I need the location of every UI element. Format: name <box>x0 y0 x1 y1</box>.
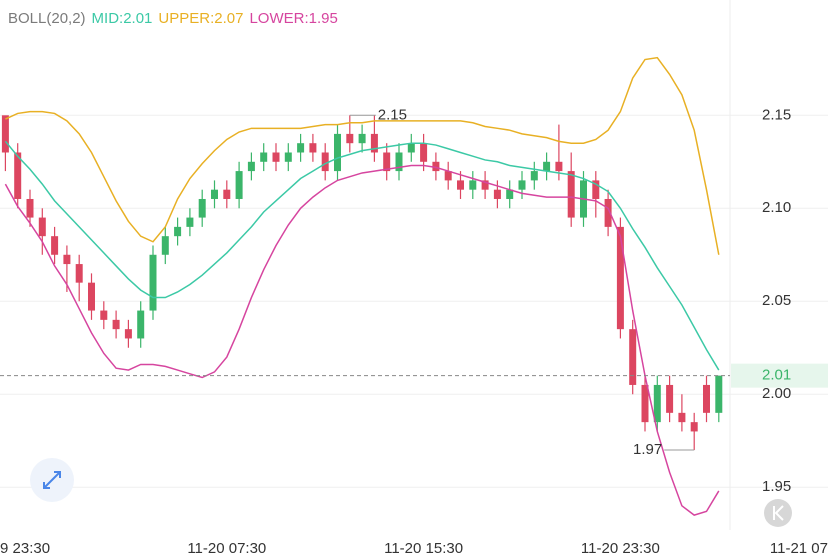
candle-body <box>407 143 415 153</box>
legend-entry: MID:2.01 <box>92 10 153 27</box>
candle-body <box>469 180 477 190</box>
candle-body <box>211 189 218 199</box>
expand-button[interactable] <box>30 458 74 502</box>
candle-body <box>198 198 206 218</box>
candle-body <box>629 329 637 385</box>
candle-body <box>272 152 280 162</box>
last-price-label: 2.01 <box>762 367 791 384</box>
band-line <box>4 164 720 516</box>
last-price-badge <box>731 363 828 388</box>
candle-body <box>149 254 157 311</box>
candle-body <box>38 217 46 237</box>
x-tick-label: 11-20 15:30 <box>384 540 463 557</box>
grid <box>0 114 828 488</box>
plot <box>1 56 723 516</box>
candle-body <box>715 375 723 413</box>
legend-entry: UPPER:2.07 <box>158 10 243 27</box>
candle-body <box>567 171 575 218</box>
x-tick-label: 11-20 07:30 <box>187 540 266 557</box>
candle-body <box>616 226 624 330</box>
candle-body <box>506 189 514 199</box>
candle-body <box>432 161 440 172</box>
min-label: 1.97 <box>633 441 662 458</box>
candle-body <box>420 143 428 162</box>
candle-body <box>493 189 501 199</box>
band-line <box>4 140 720 371</box>
x-tick-label: 9 23:30 <box>0 540 50 557</box>
candle-body <box>51 236 59 255</box>
candle-body <box>26 198 34 218</box>
candle-body <box>555 161 563 172</box>
candle-body <box>186 217 194 227</box>
y-tick-label: 2.15 <box>762 106 791 123</box>
candle-body <box>653 384 661 423</box>
candle-body <box>112 319 120 330</box>
back-button[interactable] <box>764 499 792 527</box>
candle-body <box>100 310 108 320</box>
candle-body <box>641 384 649 423</box>
candle-body <box>604 198 612 227</box>
back-icon[interactable] <box>773 505 784 521</box>
candle-body <box>1 115 9 153</box>
candle-body <box>383 152 391 172</box>
band-line <box>5 56 720 255</box>
x-tick-label: 11-20 23:30 <box>581 540 660 557</box>
candle-body <box>14 152 22 199</box>
candle-body <box>334 133 341 172</box>
candle-body <box>666 384 674 413</box>
candle-body <box>370 133 378 153</box>
candle-body <box>161 236 169 255</box>
candle-body <box>518 180 526 190</box>
candle-body <box>395 152 403 172</box>
candle-body <box>137 310 145 339</box>
candle-body <box>703 384 710 413</box>
candle-body <box>690 422 698 432</box>
candle-body <box>309 143 317 153</box>
y-tick-label: 2.10 <box>762 199 791 216</box>
candle-body <box>592 180 600 199</box>
candle-body <box>235 171 243 199</box>
back-bg[interactable] <box>764 499 792 527</box>
candle-body <box>174 226 182 237</box>
candle-body <box>247 161 255 172</box>
candle-body <box>75 264 83 283</box>
candle-body <box>678 412 686 423</box>
candle-body <box>88 282 95 311</box>
indicator-label: BOLL(20,2) <box>8 10 86 27</box>
y-tick-label: 2.05 <box>762 292 791 309</box>
y-tick-label: 2.00 <box>762 385 791 402</box>
candle-body <box>124 329 132 339</box>
legend-entry: LOWER:1.95 <box>249 10 337 27</box>
candle-body <box>543 161 551 172</box>
candle-body <box>481 180 489 190</box>
expand-icon[interactable] <box>43 471 61 489</box>
candle-body <box>358 133 366 144</box>
candle-body <box>223 189 231 199</box>
candle-body <box>457 180 464 190</box>
candle-body <box>444 171 452 181</box>
candle-body <box>346 133 354 144</box>
candle-body <box>260 152 268 162</box>
candle-body <box>63 254 71 265</box>
candle-body <box>321 152 329 172</box>
header: BOLL(20,2) <box>8 10 86 27</box>
x-tick-label: 11-21 07 <box>770 540 828 557</box>
candle-body <box>297 143 305 153</box>
candle-body <box>284 152 292 162</box>
max-label: 2.15 <box>378 106 407 123</box>
y-tick-label: 1.95 <box>762 478 791 495</box>
candle-body <box>530 171 538 181</box>
